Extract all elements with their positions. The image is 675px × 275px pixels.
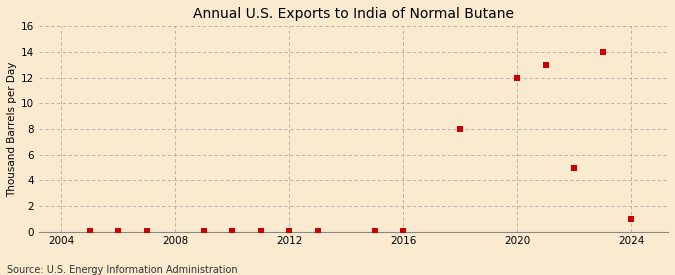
- Point: [284, 229, 294, 233]
- Y-axis label: Thousand Barrels per Day: Thousand Barrels per Day: [7, 61, 17, 197]
- Point: [626, 217, 637, 221]
- Point: [255, 229, 266, 233]
- Point: [568, 166, 579, 170]
- Point: [141, 229, 152, 233]
- Title: Annual U.S. Exports to India of Normal Butane: Annual U.S. Exports to India of Normal B…: [193, 7, 514, 21]
- Point: [369, 229, 380, 233]
- Point: [84, 229, 95, 233]
- Point: [398, 229, 408, 233]
- Point: [512, 75, 522, 80]
- Point: [540, 63, 551, 67]
- Point: [313, 229, 323, 233]
- Point: [227, 229, 238, 233]
- Text: Source: U.S. Energy Information Administration: Source: U.S. Energy Information Administ…: [7, 265, 238, 275]
- Point: [455, 127, 466, 131]
- Point: [198, 229, 209, 233]
- Point: [113, 229, 124, 233]
- Point: [597, 50, 608, 54]
